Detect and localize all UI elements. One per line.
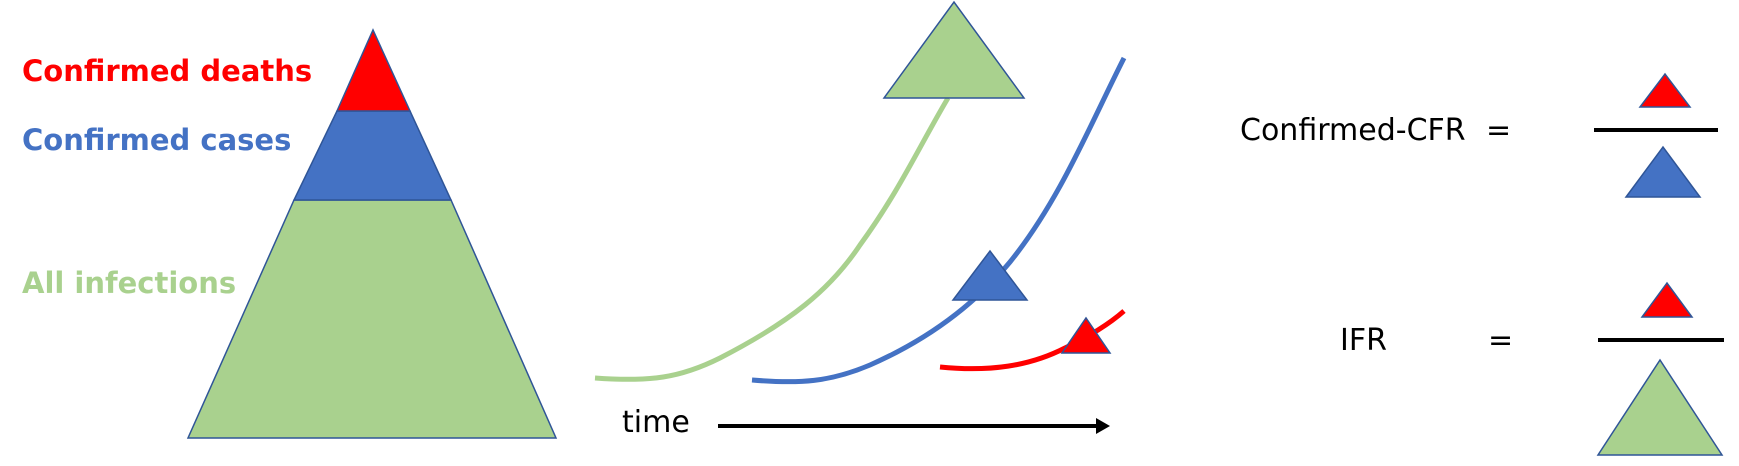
cfr-label: Confirmed-CFR: [1240, 113, 1466, 148]
infections-curve: [594, 96, 951, 382]
cfr-denominator-cases-triangle: [1624, 145, 1702, 198]
pyramid-deaths-layer: [335, 28, 412, 112]
confirmed-cases-label: Confirmed cases: [22, 123, 291, 157]
deaths-marker-triangle: [1060, 316, 1112, 354]
all-infections-label: All infections: [22, 266, 236, 300]
infections-marker-triangle: [882, 0, 1026, 99]
infection-pyramid: [186, 28, 558, 439]
ifr-equals-sign: =: [1488, 323, 1513, 358]
cases-marker-triangle: [951, 249, 1029, 301]
epidemic-curves: time: [594, 0, 1127, 440]
pyramid-cases-layer: [292, 110, 453, 201]
ifr-formula: IFR =: [1340, 281, 1724, 456]
ifr-denominator-infections-triangle: [1596, 358, 1724, 456]
ifr-numerator-deaths-triangle: [1640, 281, 1694, 318]
cfr-numerator-deaths-triangle: [1638, 72, 1692, 108]
time-axis-arrowhead: [1096, 418, 1110, 434]
confirmed-deaths-label: Confirmed deaths: [22, 54, 312, 88]
ifr-label: IFR: [1340, 323, 1387, 358]
cases-curve: [751, 56, 1127, 385]
cfr-equals-sign: =: [1486, 113, 1511, 148]
pyramid-infections-layer: [186, 199, 558, 439]
deaths-curve: [939, 309, 1126, 372]
time-axis-label: time: [622, 405, 690, 440]
cfr-formula: Confirmed-CFR =: [1240, 72, 1718, 198]
